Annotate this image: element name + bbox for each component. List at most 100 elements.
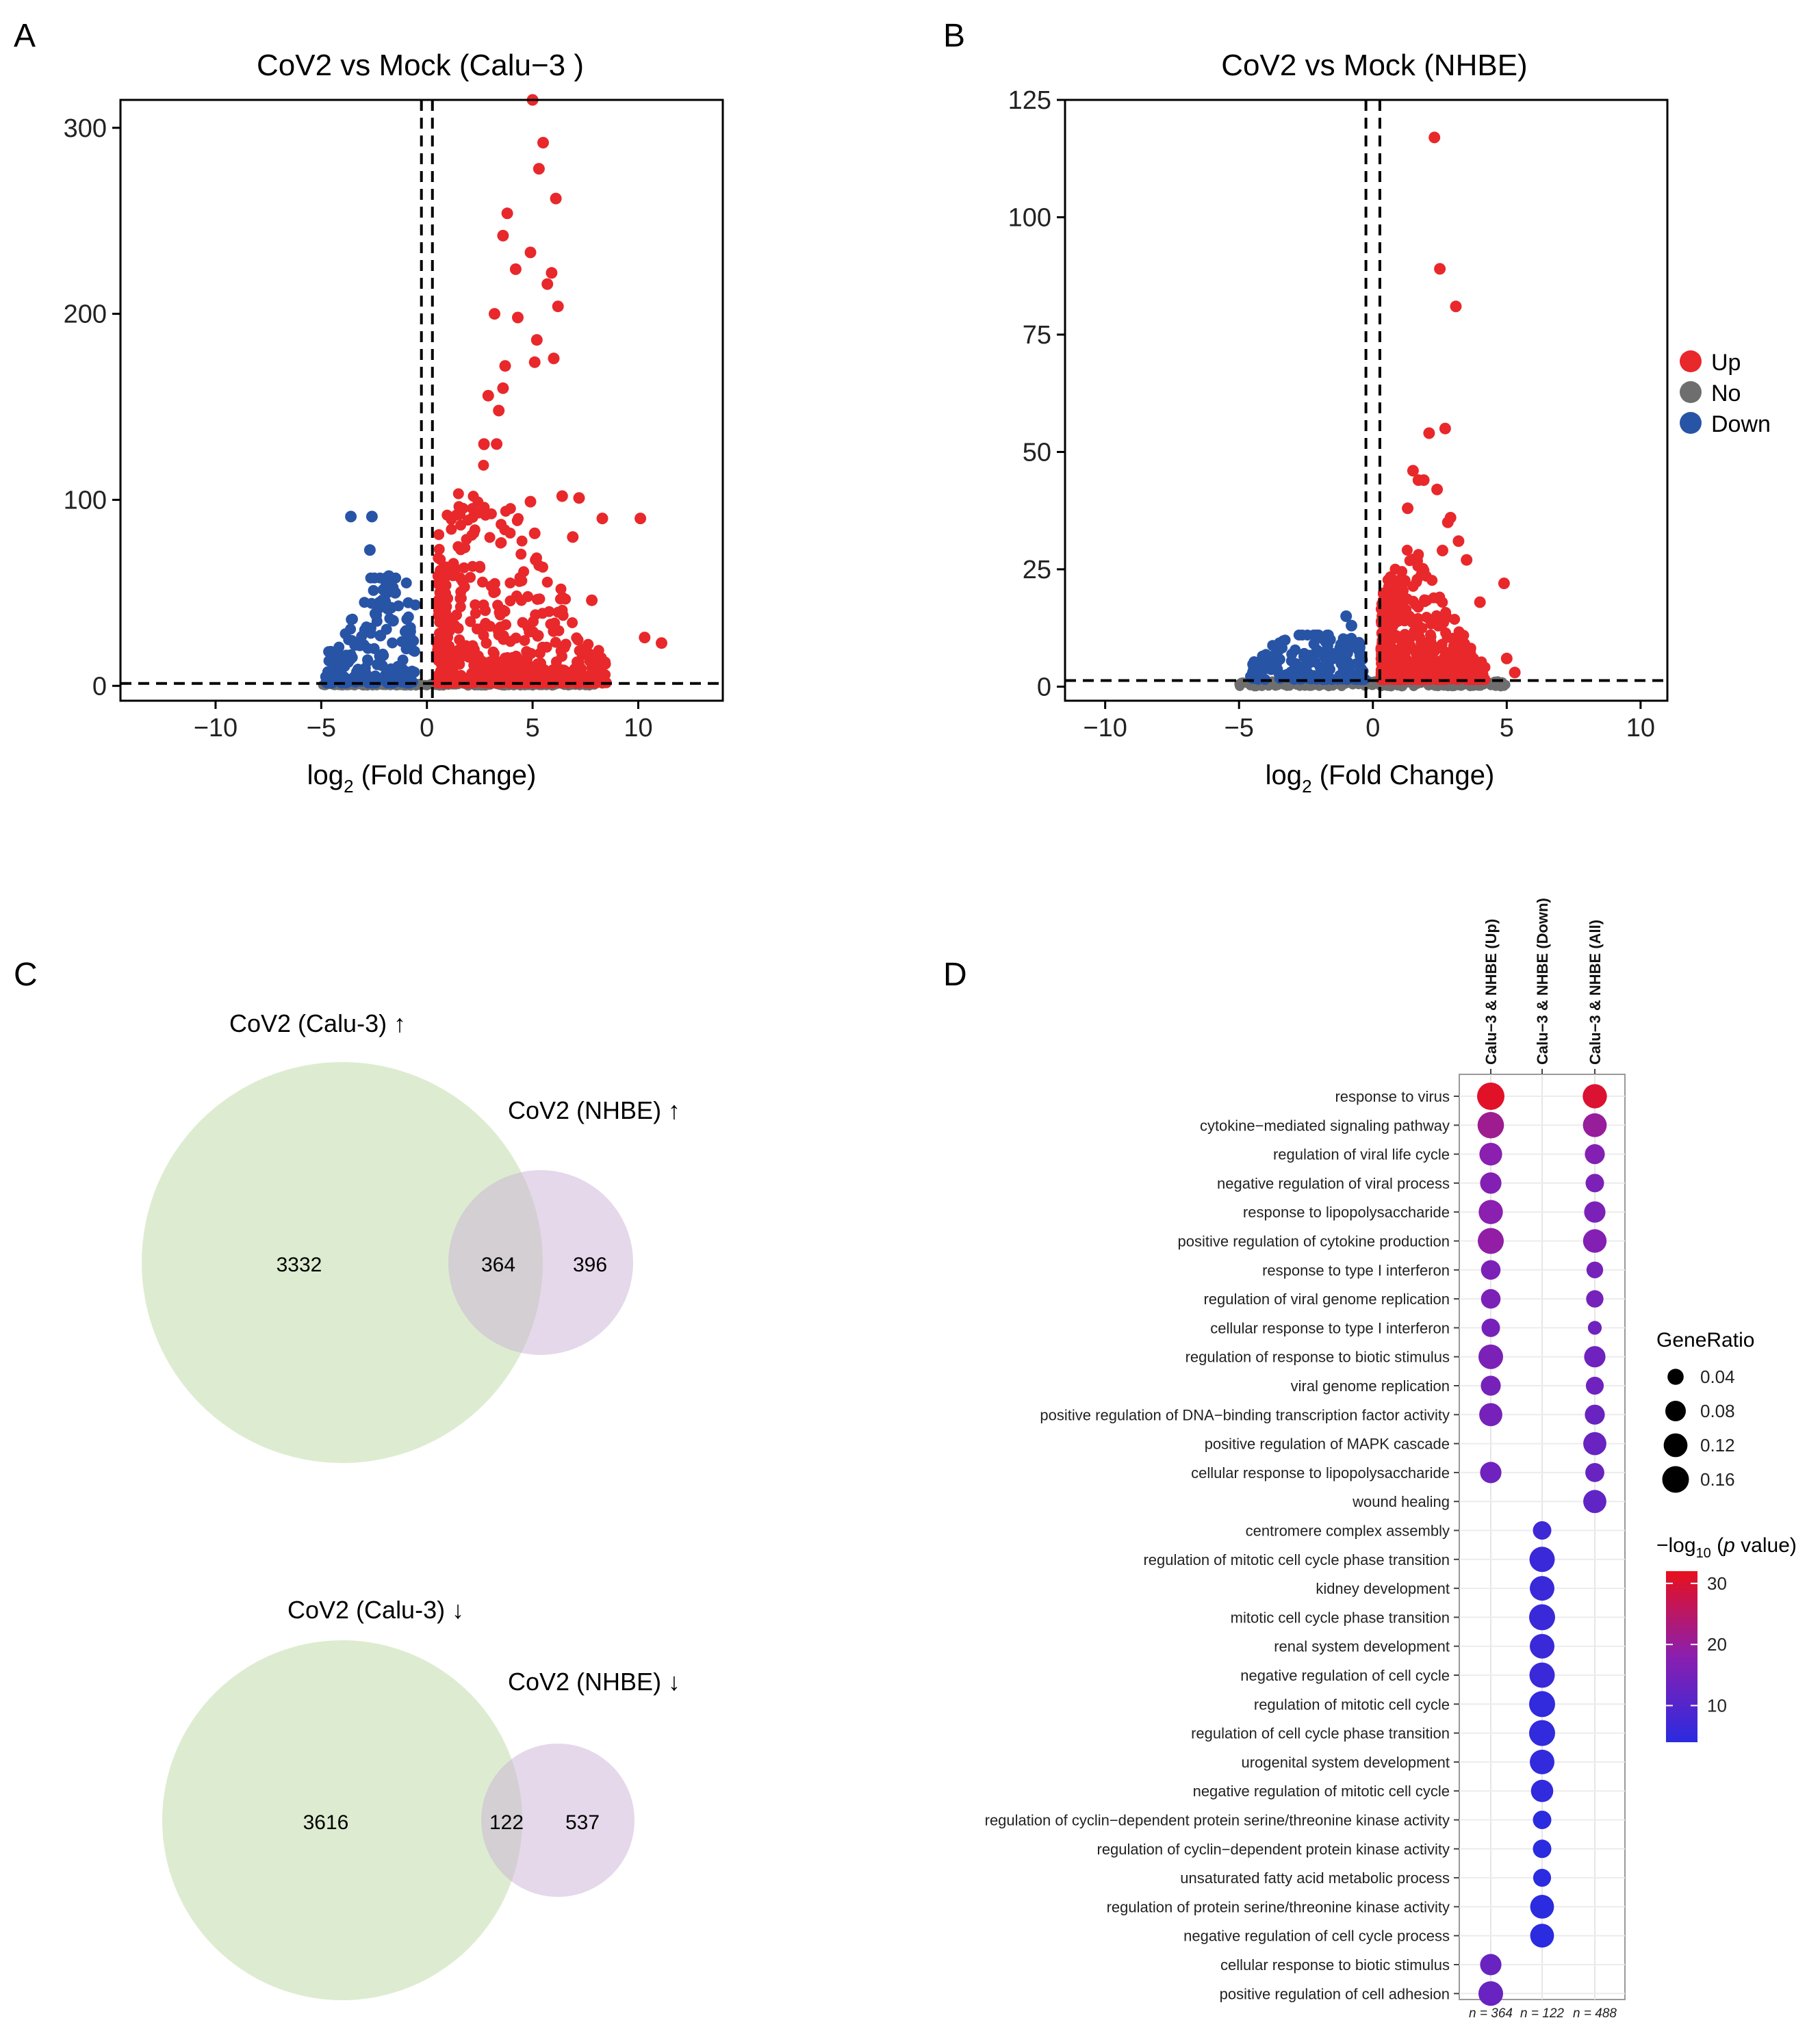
pvalue-title-p: p [1723, 1534, 1735, 1557]
volcano-a-point-up [469, 524, 480, 536]
go-term-dot [1480, 1462, 1502, 1484]
go-term-dot [1585, 1404, 1605, 1425]
go-term-dot [1478, 1228, 1504, 1254]
go-term-label: regulation of protein serine/threonine k… [1107, 1898, 1450, 1915]
volcano-b-point-up [1419, 594, 1431, 606]
volcano-a-point-up [515, 548, 527, 560]
dotplot-column-header: Calu−3 & NHBE (Up) [1483, 919, 1500, 1065]
volcano-b-point-up [1461, 554, 1473, 566]
volcano-a-point-down [385, 601, 397, 614]
go-term-dot [1585, 1463, 1604, 1482]
go-term-dot [1533, 1869, 1552, 1887]
go-term-label: negative regulation of cell cycle proces… [1183, 1928, 1450, 1945]
volcano-a-point-up [461, 534, 472, 545]
volcano-a-point-up [543, 606, 555, 617]
volcano-legend: Up No Down [1680, 350, 1771, 437]
volcano-a-point-up [534, 593, 546, 605]
volcano-a-point-up [467, 491, 479, 502]
volcano-b-point-up [1434, 263, 1446, 275]
volcano-a-point-up [484, 532, 496, 543]
panel-label-d: D [943, 957, 967, 993]
volcano-b-point-up [1418, 650, 1430, 662]
go-term-label: regulation of mitotic cell cycle [1254, 1696, 1450, 1713]
volcano-a-point-up [504, 577, 516, 588]
volcano-a-point-up [528, 527, 541, 539]
generatio-legend-dot [1662, 1466, 1689, 1493]
go-term-dot [1533, 1521, 1552, 1540]
volcano-a-xtick-label: 10 [624, 714, 652, 742]
go-term-label: negative regulation of cell cycle [1240, 1667, 1450, 1684]
volcano-a-point-up [524, 246, 537, 259]
generatio-legend-label: 0.08 [1700, 1401, 1735, 1421]
go-term-label: negative regulation of viral process [1217, 1175, 1450, 1192]
volcano-b-point-no [1500, 680, 1511, 690]
go-term-label: urogenital system development [1242, 1754, 1450, 1771]
volcano-a-point-up [528, 356, 541, 368]
go-term-dot [1583, 1432, 1606, 1456]
volcano-b-point-up [1476, 656, 1487, 668]
volcano-a-point-up [440, 580, 452, 591]
go-term-dot [1481, 1260, 1501, 1280]
legend-no-swatch [1680, 381, 1702, 403]
dotplot-column-header: Calu−3 & NHBE (All) [1587, 920, 1604, 1065]
venn-down-right-count: 537 [565, 1811, 600, 1834]
volcano-a-xtick-label: −5 [307, 714, 336, 742]
volcano-a-point-up [595, 677, 606, 688]
volcano-a-point-up [499, 360, 511, 372]
volcano-a-point-up [512, 311, 524, 324]
generatio-legend-dot [1665, 1401, 1686, 1421]
go-term-label: renal system development [1274, 1638, 1450, 1655]
go-term-label: mitotic cell cycle phase transition [1231, 1609, 1450, 1626]
volcano-a-point-up [497, 382, 509, 394]
volcano-b-point-up [1387, 644, 1399, 656]
volcano-a-points [318, 94, 667, 691]
venn-down-left-circle [162, 1640, 522, 2000]
go-term-dot [1479, 1143, 1502, 1166]
volcano-a-point-up [441, 509, 453, 521]
volcano-a-point-down [404, 671, 415, 683]
volcano-a-point-down [368, 584, 379, 596]
volcano-b-point-up [1415, 638, 1427, 650]
volcano-b-point-down [1273, 645, 1285, 656]
volcano-b-point-down [1354, 640, 1366, 651]
volcano-b-point-down [1353, 658, 1365, 670]
legend-down-label: Down [1711, 411, 1771, 437]
volcano-b-point-up [1498, 578, 1510, 589]
go-term-label: regulation of response to biotic stimulu… [1185, 1349, 1450, 1366]
volcano-a-point-up [458, 562, 470, 573]
volcano-a-point-down [400, 577, 412, 588]
volcano-a-point-up [513, 672, 524, 684]
volcano-a-point-down [374, 630, 387, 642]
go-term-dot [1533, 1811, 1552, 1829]
go-term-dot [1481, 1375, 1501, 1396]
volcano-b-xlabel-rest: (Fold Change) [1312, 760, 1495, 790]
volcano-a-point-up [495, 537, 507, 549]
volcano-b-point-down [1286, 648, 1298, 660]
volcano-a-xlabel-main: log [307, 760, 344, 790]
volcano-b-xlabel-sub: 2 [1302, 776, 1311, 797]
volcano-b-point-up [1425, 615, 1437, 627]
volcano-b-point-up [1413, 601, 1424, 613]
generatio-legend-dot [1663, 1433, 1688, 1458]
venn-down-right-circle [481, 1744, 635, 1897]
volcano-b-point-down [1268, 661, 1279, 673]
volcano-a-point-up [526, 648, 537, 659]
dotplot-column-header: Calu−3 & NHBE (Down) [1534, 898, 1551, 1065]
volcano-a-point-up [437, 667, 448, 679]
volcano-a-point-up [477, 576, 488, 588]
go-term-dot [1477, 1083, 1504, 1110]
volcano-a-point-up [572, 634, 584, 646]
volcano-b-title: CoV2 vs Mock (NHBE) [1221, 49, 1527, 82]
volcano-a-point-up [435, 627, 446, 638]
volcano-a-point-up [493, 629, 504, 641]
volcano-b-point-no [1236, 677, 1246, 688]
volcano-a-point-down [397, 654, 409, 666]
volcano-a-point-up [445, 616, 457, 627]
volcano-a-point-down [366, 510, 378, 523]
volcano-a-point-up [518, 566, 530, 578]
volcano-a-point-up [537, 137, 549, 148]
volcano-b-point-up [1401, 545, 1413, 556]
